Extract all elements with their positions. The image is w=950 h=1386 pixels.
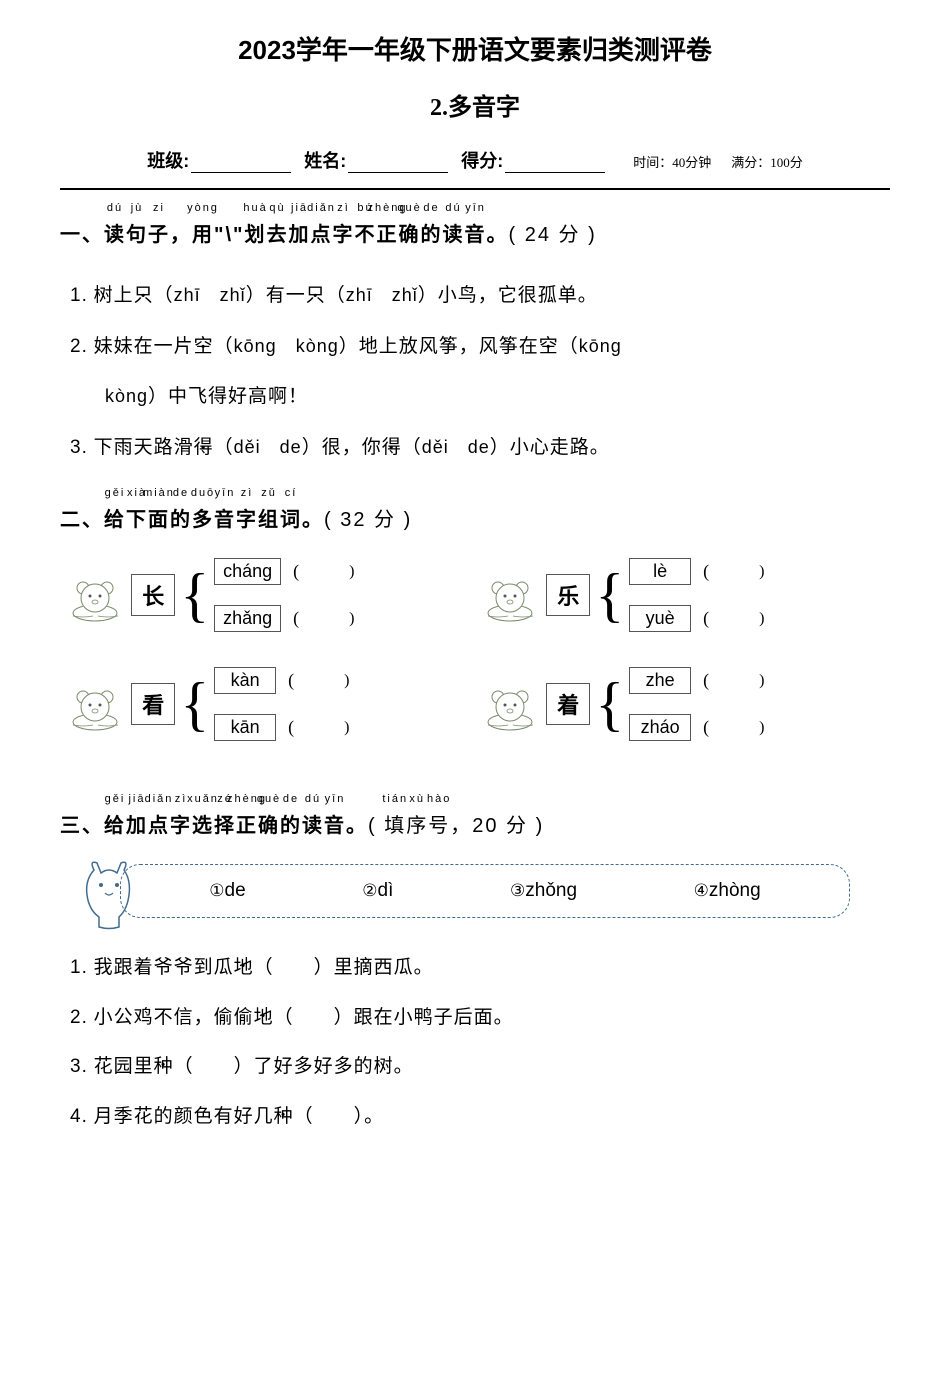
subtitle: 2.多音字 [60,87,890,122]
score-label: 得分: [461,151,503,171]
q3-item: 4. 月季花的颜色有好几种（ ）。 [60,1092,890,1141]
char-box: 乐 [546,574,590,616]
reading-row: yuè() [629,605,764,632]
q3-item: 2. 小公鸡不信，偷偷地（ ）跟在小鸭子后面。 [60,993,890,1042]
char-group: 乐{lè()yuè() [483,558,881,632]
class-label: 班级: [147,151,189,171]
char-box: 看 [131,683,175,725]
reading-row: lè() [629,558,764,585]
option-item: ④zhòng [694,880,761,902]
reading-row: cháng() [214,558,354,585]
reading-row: zhe() [629,667,764,694]
score-blank[interactable] [505,155,605,173]
section-1-title: 一、dú读jù句zi子，yòng用"\"huà划qù去jiā加diǎn点zì字b… [60,215,890,255]
q3-item: 1. 我跟着爷爷到瓜地（ ）里摘西瓜。 [60,943,890,992]
name-label: 姓名: [304,151,346,171]
char-box: 着 [546,683,590,725]
q3-item: 3. 花园里种（ ）了好多好多的树。 [60,1042,890,1091]
bear-icon [68,568,123,623]
section-3-title: 三、gěi给jiā加diǎn点zì字xuǎn选zé择zhèng正què确de的d… [60,806,890,846]
char-group: 长{cháng()zhǎng() [68,558,466,632]
char-group: 着{zhe()zháo() [483,667,881,741]
reading-row: zháo() [629,714,764,741]
bear-icon [483,568,538,623]
time-note: 时间：40分钟 [633,155,711,170]
fullscore-note: 满分：100分 [731,155,803,170]
section-2-title: 二、gěi给xià下miàn面de的duō多yīn音zì字zǔ组cí词。( 32… [60,500,890,540]
question-item-cont: kòng）中飞得好高啊！ [60,374,890,420]
cat-icon [79,855,134,930]
options-box: ①de ②dì ③zhǒng ④zhòng [120,864,850,918]
divider [60,188,890,190]
section-2: 二、gěi给xià下miàn面de的duō多yīn音zì字zǔ组cí词。( 32… [60,500,890,776]
question-item: 1. 树上只（zhī zhǐ）有一只（zhī zhǐ）小鸟，它很孤单。 [60,273,890,319]
section-1: 一、dú读jù句zi子，yòng用"\"huà划qù去jiā加diǎn点zì字b… [60,215,890,470]
char-box: 长 [131,574,175,616]
class-blank[interactable] [191,155,291,173]
section-3: 三、gěi给jiā加diǎn点zì字xuǎn选zé择zhèng正què确de的d… [60,806,890,1141]
option-item: ①de [209,880,245,902]
bear-icon [483,677,538,732]
info-row: 班级: 姓名: 得分: 时间：40分钟 满分：100分 [60,147,890,173]
option-item: ②dì [362,880,393,902]
char-group: 看{kàn()kān() [68,667,466,741]
reading-row: zhǎng() [214,605,354,632]
bear-icon [68,677,123,732]
question-item: 3. 下雨天路滑得（děi de）很，你得（děi de）小心走路。 [60,425,890,471]
reading-row: kān() [214,714,349,741]
reading-row: kàn() [214,667,349,694]
question-item: 2. 妹妹在一片空（kōng kòng）地上放风筝，风筝在空（kōng [60,324,890,370]
main-title: 2023学年一年级下册语文要素归类测评卷 [60,30,890,67]
name-blank[interactable] [348,155,448,173]
option-item: ③zhǒng [510,880,577,902]
